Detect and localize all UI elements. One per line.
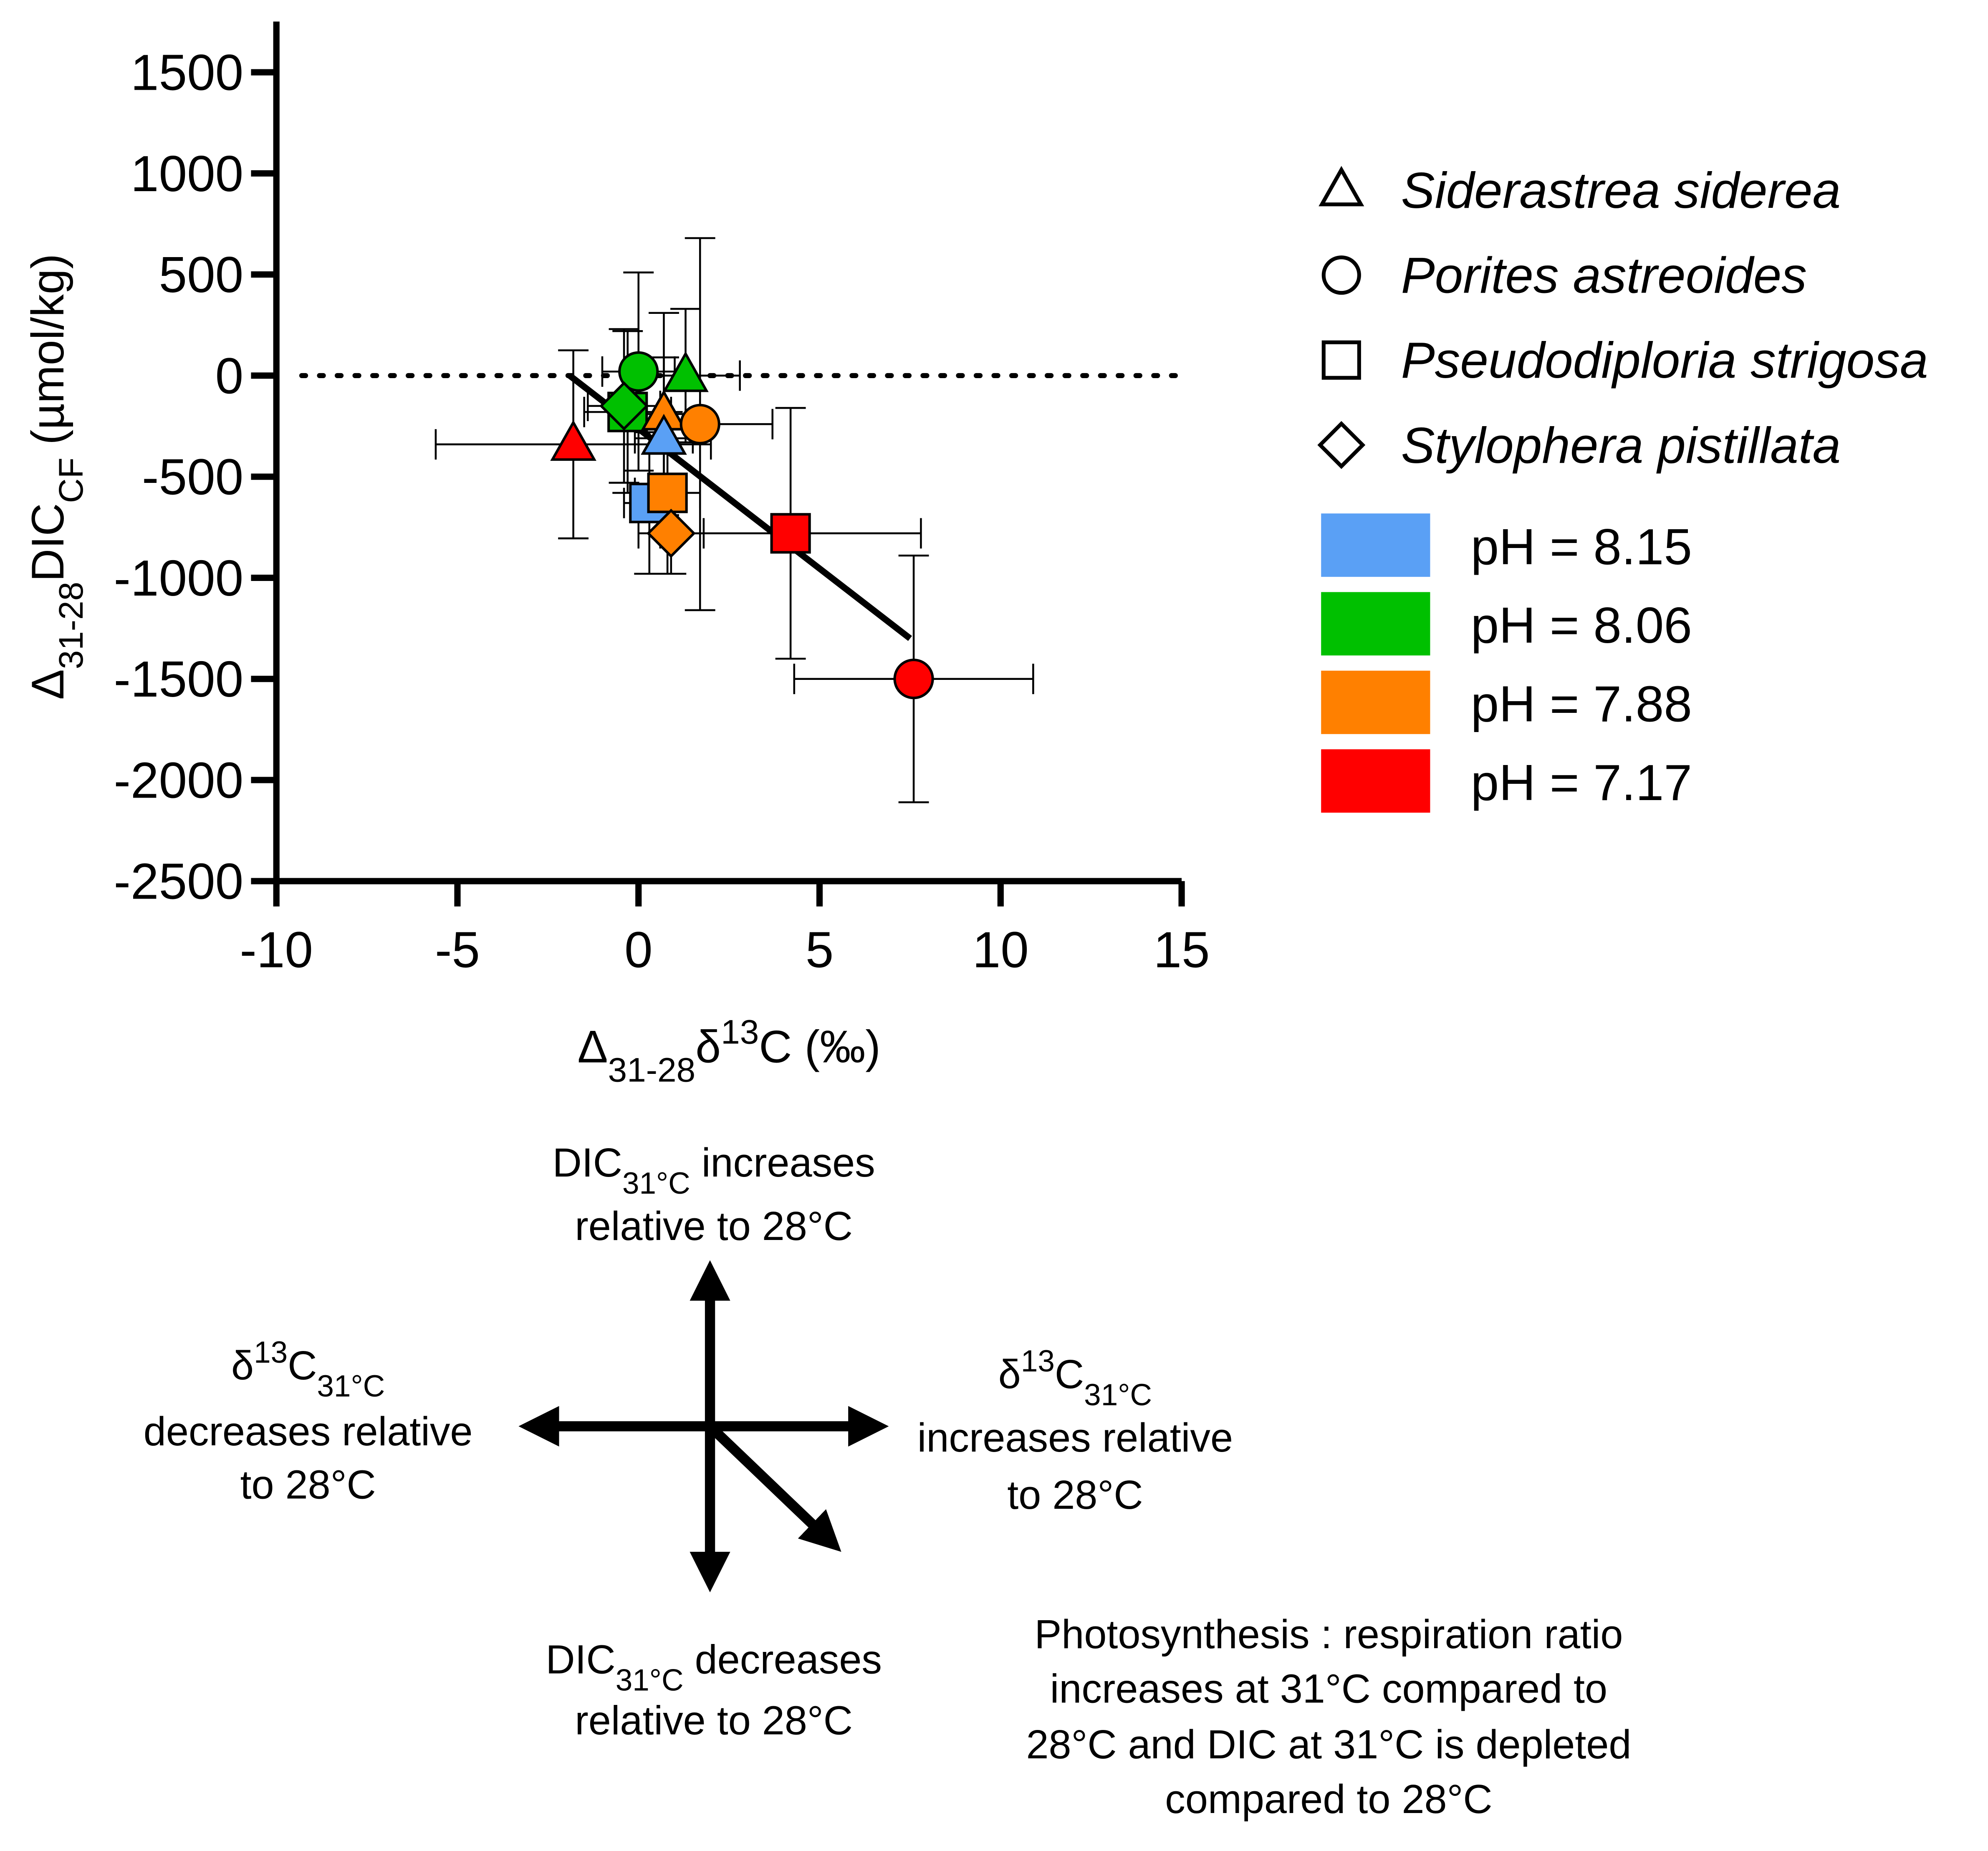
y-tick-label: -2500 — [114, 853, 243, 910]
legend-label: Porites astreoides — [1401, 247, 1807, 304]
y-tick-label: 500 — [159, 246, 244, 303]
subscript: CF — [52, 457, 90, 503]
subscript: 31°C — [317, 1369, 385, 1403]
y-tick-label: 1000 — [131, 145, 243, 202]
legend-label: Pseudodiploria strigosa — [1401, 332, 1928, 389]
legend-label: pH = 7.88 — [1471, 675, 1692, 732]
text-part: δ — [231, 1343, 254, 1388]
legend-label: pH = 8.15 — [1471, 518, 1692, 575]
text-part: 28°C and DIC at 31°C is depleted — [1026, 1722, 1631, 1767]
marker — [641, 414, 687, 455]
y-tick-label: -500 — [142, 449, 243, 505]
marker — [646, 508, 696, 558]
y-tick-label: 0 — [215, 347, 244, 404]
subscript: 31°C — [622, 1166, 690, 1200]
y-tick-label: 1500 — [131, 44, 243, 101]
diagram-label: δ13C31°C — [998, 1344, 1152, 1412]
marker — [618, 351, 659, 392]
diagram-label: to 28°C — [1007, 1472, 1143, 1518]
text-part: δ — [998, 1351, 1021, 1397]
text-part: increases — [690, 1140, 875, 1185]
text-part: C (‰) — [759, 1022, 881, 1073]
legend-label: Siderastrea siderea — [1401, 162, 1841, 219]
text-part: to 28°C — [240, 1462, 376, 1508]
arrow-diagonal — [706, 1422, 841, 1552]
x-tick-label: -5 — [435, 922, 480, 978]
text-part: Δ — [23, 669, 73, 699]
text-part: decreases — [684, 1637, 882, 1682]
diagram-label: relative to 28°C — [575, 1698, 853, 1743]
x-tick-label: 10 — [973, 922, 1029, 978]
marker — [599, 381, 649, 431]
marker — [1321, 340, 1361, 380]
text-part: C — [288, 1343, 317, 1388]
legend-swatch — [1321, 513, 1430, 577]
diagram-label: relative to 28°C — [575, 1203, 853, 1249]
superscript: 13 — [254, 1335, 288, 1369]
diagram-label: decreases relative — [144, 1409, 473, 1454]
y-tick-label: -1500 — [114, 651, 243, 707]
error-bars — [793, 554, 1034, 803]
x-tick-label: 15 — [1153, 922, 1210, 978]
x-axis-label: Δ31-28δ13C (‰) — [577, 1013, 880, 1089]
x-tick-label: -10 — [240, 922, 313, 978]
marker — [662, 351, 709, 392]
text-part: DIC — [553, 1140, 622, 1185]
arrows — [518, 1260, 889, 1593]
marker — [680, 404, 720, 444]
diagram-label: DIC31°C decreases — [546, 1637, 882, 1697]
superscript: 13 — [721, 1013, 759, 1051]
text-part: DIC — [23, 503, 73, 581]
text-part: DIC — [546, 1637, 615, 1682]
marker — [1317, 421, 1366, 469]
y-tick-label: -1000 — [114, 550, 243, 606]
text-part: C — [1055, 1351, 1084, 1397]
diagram-label: compared to 28°C — [1165, 1776, 1492, 1822]
marker — [550, 420, 596, 461]
text-part: increases at 31°C compared to — [1050, 1666, 1607, 1712]
x-tick-label: 0 — [624, 922, 653, 978]
diagram-label: Photosynthesis : respiration ratio — [1034, 1611, 1623, 1657]
subscript: 31-28 — [608, 1051, 695, 1089]
legend-swatch — [1321, 749, 1430, 813]
legend-label: pH = 7.17 — [1471, 754, 1692, 811]
legend-swatch — [1321, 592, 1430, 656]
text-part: relative to 28°C — [575, 1698, 853, 1743]
y-tick-label: -2000 — [114, 752, 243, 808]
legend-label: pH = 8.06 — [1471, 597, 1692, 654]
text-part: decreases relative — [144, 1409, 473, 1454]
superscript: 13 — [1021, 1344, 1055, 1378]
diagram-label: increases relative — [917, 1415, 1233, 1460]
y-axis-label: Δ31-28DICCF (µmol/kg) — [23, 254, 90, 700]
text-part: Photosynthesis : respiration ratio — [1034, 1611, 1623, 1657]
legend-swatch — [1321, 670, 1430, 734]
text-part: to 28°C — [1007, 1472, 1143, 1518]
subscript: 31°C — [616, 1663, 684, 1697]
marker — [770, 513, 811, 554]
diagram-label: DIC31°C increases — [553, 1140, 875, 1200]
marker — [1321, 255, 1361, 295]
diagram-label: 28°C and DIC at 31°C is depleted — [1026, 1722, 1631, 1767]
diagram-label: to 28°C — [240, 1462, 376, 1508]
text-part: (µmol/kg) — [23, 254, 73, 457]
text-part: relative to 28°C — [575, 1203, 853, 1249]
marker — [893, 659, 934, 699]
subscript: 31°C — [1084, 1378, 1152, 1412]
subscript: 31-28 — [52, 582, 90, 669]
legend-label: Stylophera pistillata — [1401, 417, 1841, 474]
x-tick-label: 5 — [806, 922, 834, 978]
text-part: compared to 28°C — [1165, 1776, 1492, 1822]
diagram-label: δ13C31°C — [231, 1335, 385, 1403]
text-part: δ — [695, 1022, 721, 1073]
marker — [1319, 166, 1364, 207]
text-part: Δ — [577, 1022, 608, 1073]
marker — [647, 472, 688, 513]
diagram-label: increases at 31°C compared to — [1050, 1666, 1607, 1712]
text-part: increases relative — [917, 1415, 1233, 1460]
